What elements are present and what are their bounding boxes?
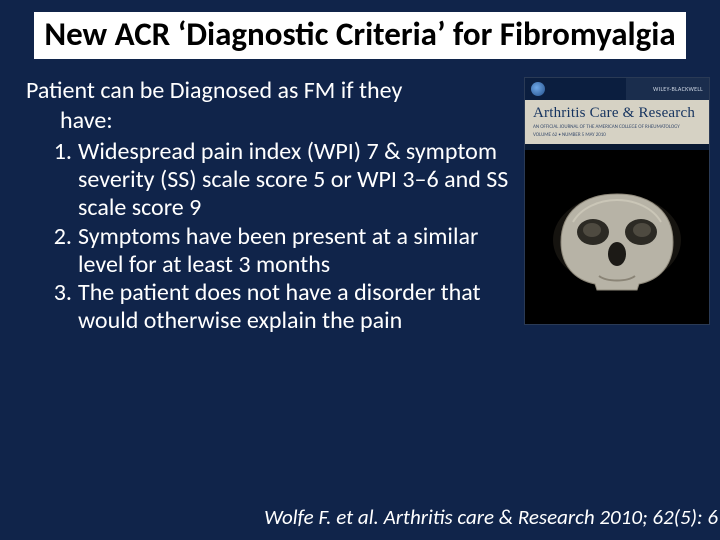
cover-image bbox=[525, 150, 709, 324]
cover-title-strip: Arthritis Care & Research AN OFFICIAL JO… bbox=[525, 100, 709, 144]
cover-topbar: WILEY-BLACKWELL bbox=[525, 78, 709, 100]
slide-title: New ACR ‘Diagnostic Criteria’ for Fibrom… bbox=[44, 16, 676, 53]
journal-cover: WILEY-BLACKWELL Arthritis Care & Researc… bbox=[524, 77, 710, 325]
citation: Wolfe F. et al. Arthritis care & Researc… bbox=[0, 504, 720, 530]
publisher-name: WILEY-BLACKWELL bbox=[653, 85, 703, 93]
lead-line-2: have: bbox=[26, 107, 510, 135]
publisher-logo-icon bbox=[531, 82, 545, 96]
journal-title: Arthritis Care & Research bbox=[533, 105, 701, 122]
criteria-number: 3. bbox=[32, 279, 72, 307]
criteria-text: Patient can be Diagnosed as FM if they h… bbox=[26, 77, 510, 336]
criteria-number: 2. bbox=[32, 223, 72, 251]
journal-subline: AN OFFICIAL JOURNAL OF THE AMERICAN COLL… bbox=[533, 124, 701, 130]
criteria-text-3: The patient does not have a disorder tha… bbox=[78, 278, 481, 335]
journal-column: WILEY-BLACKWELL Arthritis Care & Researc… bbox=[524, 77, 710, 336]
title-box: New ACR ‘Diagnostic Criteria’ for Fibrom… bbox=[34, 12, 686, 59]
criteria-text-2: Symptoms have been present at a similar … bbox=[78, 222, 478, 279]
journal-sub-left: AN OFFICIAL JOURNAL OF THE AMERICAN COLL… bbox=[533, 124, 680, 130]
criteria-item: 3. The patient does not have a disorder … bbox=[26, 279, 510, 336]
criteria-list: 1. Widespread pain index (WPI) 7 & sympt… bbox=[26, 138, 510, 336]
brain-scan-icon bbox=[537, 172, 697, 302]
journal-subline-2: VOLUME 62 • NUMBER 5 MAY 2010 bbox=[533, 132, 701, 138]
criteria-item: 2. Symptoms have been present at a simil… bbox=[26, 223, 510, 280]
content-row: Patient can be Diagnosed as FM if they h… bbox=[0, 59, 720, 336]
lead-line-1: Patient can be Diagnosed as FM if they bbox=[26, 77, 510, 105]
criteria-number: 1. bbox=[32, 138, 72, 166]
criteria-text-1: Widespread pain index (WPI) 7 & symptom … bbox=[78, 137, 508, 223]
journal-sub-right: VOLUME 62 • NUMBER 5 MAY 2010 bbox=[533, 132, 606, 138]
criteria-item: 1. Widespread pain index (WPI) 7 & sympt… bbox=[26, 138, 510, 223]
